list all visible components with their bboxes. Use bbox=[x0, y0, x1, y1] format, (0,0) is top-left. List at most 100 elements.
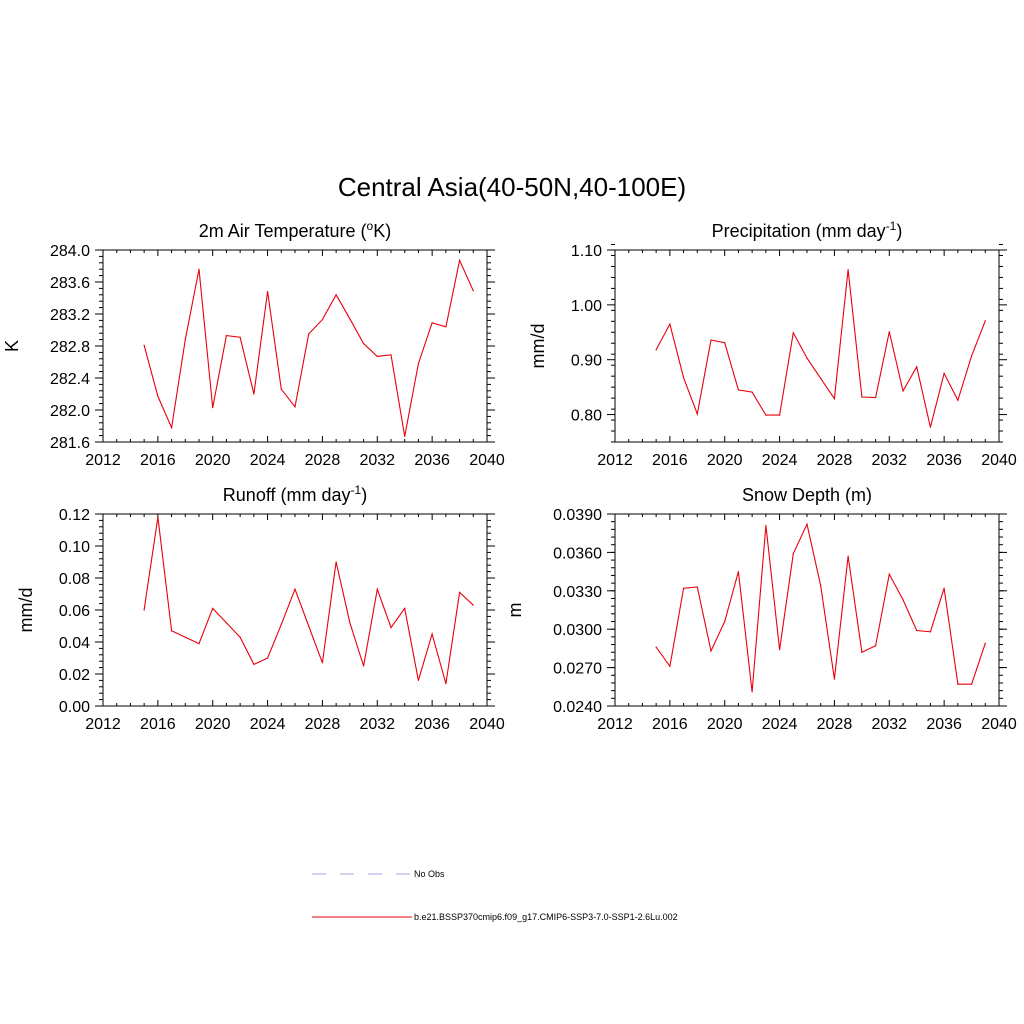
x-tick-label: 2032 bbox=[871, 716, 907, 733]
data-point bbox=[696, 413, 698, 415]
plot-frame bbox=[102, 249, 488, 443]
data-point bbox=[431, 322, 433, 324]
panel-title: Precipitation (mm day-1) bbox=[712, 219, 903, 241]
data-point bbox=[404, 435, 406, 437]
data-point bbox=[833, 398, 836, 400]
data-point bbox=[335, 294, 337, 296]
data-point bbox=[929, 631, 932, 633]
legend-model-label: b.e21.BSSP370cmip6.f09_g17.CMIP6-SSP3-7.… bbox=[414, 912, 678, 922]
data-point bbox=[957, 683, 959, 685]
data-point bbox=[916, 629, 918, 632]
data-point bbox=[225, 622, 228, 624]
data-point bbox=[861, 396, 863, 398]
data-point bbox=[308, 333, 310, 335]
data-point bbox=[445, 326, 447, 328]
data-point bbox=[682, 377, 685, 379]
data-point bbox=[417, 363, 420, 365]
data-point bbox=[376, 588, 378, 590]
y-tick-label: 1.10 bbox=[571, 243, 602, 260]
data-point bbox=[184, 636, 186, 638]
data-point bbox=[253, 663, 255, 666]
data-point bbox=[280, 388, 282, 390]
data-point bbox=[349, 318, 351, 320]
data-point bbox=[724, 342, 726, 344]
x-tick-label: 2024 bbox=[762, 716, 798, 733]
data-point bbox=[349, 622, 351, 624]
data-point bbox=[957, 399, 959, 401]
y-axis-label: m bbox=[505, 603, 525, 618]
data-point bbox=[655, 646, 657, 648]
data-point bbox=[321, 319, 324, 321]
data-point bbox=[239, 336, 241, 338]
plot-frame bbox=[614, 513, 1000, 707]
y-tick-label: 284.0 bbox=[50, 243, 90, 260]
data-point bbox=[737, 571, 740, 573]
x-tick-label: 2040 bbox=[469, 452, 505, 469]
data-point bbox=[888, 573, 890, 575]
y-tick-label: 0.12 bbox=[59, 507, 90, 524]
data-point bbox=[916, 366, 918, 368]
data-point bbox=[321, 662, 324, 664]
data-point bbox=[929, 426, 932, 428]
data-point bbox=[143, 344, 145, 346]
data-point bbox=[902, 599, 904, 601]
data-point bbox=[417, 679, 420, 682]
y-tick-label: 1.00 bbox=[571, 298, 602, 315]
x-tick-label: 2040 bbox=[981, 716, 1017, 733]
data-point bbox=[778, 414, 781, 416]
x-tick-label: 2040 bbox=[469, 716, 505, 733]
data-point bbox=[458, 591, 461, 594]
data-point bbox=[212, 407, 214, 409]
y-tick-label: 0.0390 bbox=[553, 507, 602, 524]
data-point bbox=[682, 587, 685, 589]
y-axis-label: mm/d bbox=[528, 324, 548, 369]
y-tick-label: 0.0360 bbox=[553, 545, 602, 562]
x-tick-label: 2024 bbox=[762, 452, 798, 469]
data-point bbox=[874, 396, 877, 399]
data-point bbox=[874, 645, 877, 647]
data-point bbox=[458, 259, 461, 261]
data-point bbox=[669, 665, 671, 667]
y-tick-label: 0.0330 bbox=[553, 584, 602, 601]
y-tick-label: 282.4 bbox=[50, 371, 90, 388]
x-tick-label: 2028 bbox=[305, 716, 341, 733]
y-tick-label: 0.90 bbox=[571, 353, 602, 370]
data-point bbox=[157, 395, 159, 397]
x-tick-label: 2036 bbox=[414, 452, 450, 469]
chart-panel-3: 2012 2016 2020 2024 2028 2032 2036 2040 0.00 0.02… bbox=[16, 483, 505, 733]
data-point bbox=[655, 349, 657, 351]
x-tick-label: 2020 bbox=[195, 716, 231, 733]
chart-panel-2: 2012 2016 2020 2024 2028 2032 2036 2040 0.80 0.90… bbox=[528, 219, 1017, 469]
data-point bbox=[225, 335, 228, 337]
data-point bbox=[792, 553, 794, 555]
y-tick-label: 0.08 bbox=[59, 571, 90, 588]
data-point bbox=[696, 586, 698, 588]
x-tick-label: 2036 bbox=[926, 452, 962, 469]
y-tick-label: 282.8 bbox=[50, 339, 90, 356]
data-point bbox=[765, 524, 767, 527]
data-point bbox=[472, 290, 474, 292]
data-point bbox=[472, 604, 474, 606]
data-point bbox=[266, 291, 269, 293]
x-tick-label: 2012 bbox=[85, 716, 121, 733]
data-point bbox=[308, 625, 310, 627]
x-tick-label: 2016 bbox=[652, 452, 688, 469]
data-point bbox=[390, 354, 392, 356]
data-point bbox=[943, 372, 945, 375]
data-point bbox=[888, 331, 890, 333]
x-tick-label: 2024 bbox=[250, 716, 286, 733]
data-point bbox=[376, 355, 378, 357]
data-point bbox=[806, 523, 808, 525]
y-tick-label: 0.0300 bbox=[553, 622, 602, 639]
data-point bbox=[847, 555, 849, 557]
plot-frame bbox=[614, 249, 1000, 443]
data-point bbox=[170, 427, 173, 429]
data-point bbox=[710, 339, 712, 341]
data-point bbox=[970, 683, 973, 685]
data-point bbox=[280, 623, 282, 626]
data-point bbox=[820, 377, 822, 379]
y-tick-label: 283.2 bbox=[50, 307, 90, 324]
y-tick-label: 0.02 bbox=[59, 667, 90, 684]
y-tick-label: 0.0270 bbox=[553, 661, 602, 678]
